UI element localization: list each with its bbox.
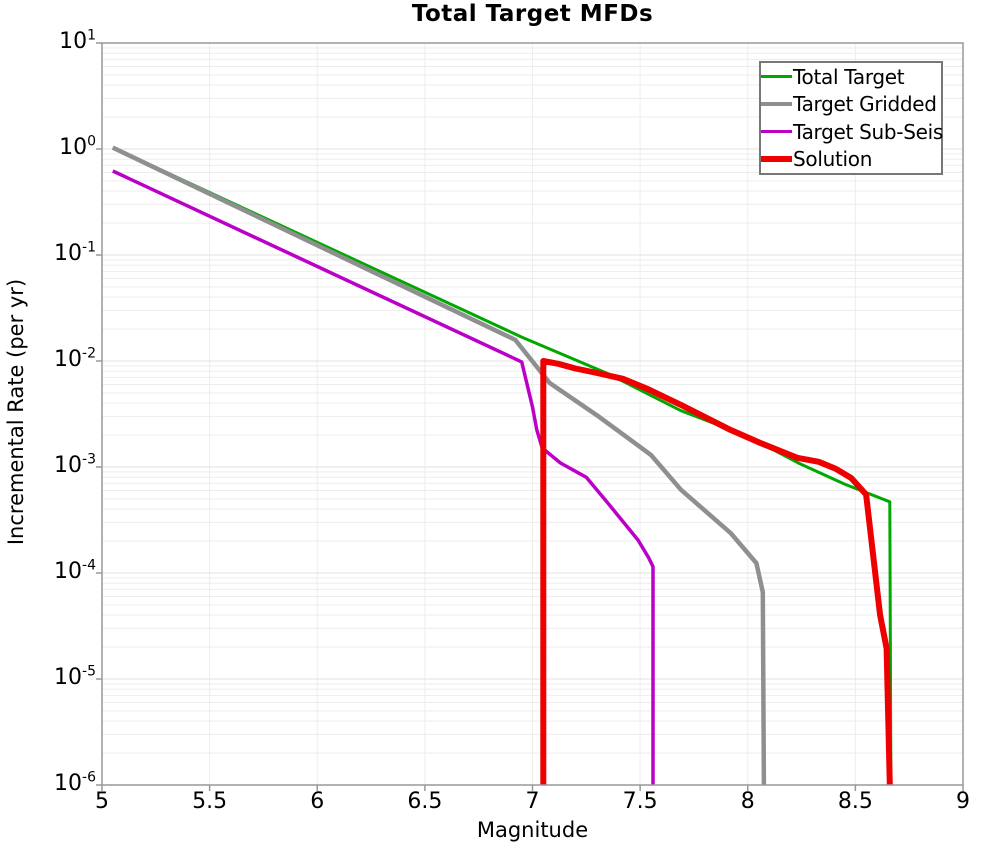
x-tick-label: 8 xyxy=(740,789,755,814)
y-tick-label: 10-4 xyxy=(54,557,96,584)
legend-line-swatch xyxy=(761,130,792,134)
y-tick-label: 101 xyxy=(59,27,96,54)
x-tick-label: 9 xyxy=(956,789,970,814)
legend-item: Target Sub-Seis xyxy=(761,118,943,145)
series-solution xyxy=(540,358,893,785)
x-tick-label: 7 xyxy=(525,789,540,814)
series-target-gridded xyxy=(111,145,767,785)
x-tick-label: 7.5 xyxy=(622,789,658,814)
y-tick-label: 10-5 xyxy=(54,663,96,690)
legend-item: Solution xyxy=(761,146,941,173)
x-tick-label: 6.5 xyxy=(407,789,443,814)
x-axis-label: Magnitude xyxy=(476,818,589,842)
legend-item-label: Target Sub-Seis xyxy=(793,119,943,144)
legend-item-label: Solution xyxy=(793,147,873,172)
y-tick-label: 10-6 xyxy=(54,769,96,796)
x-tick-label: 5 xyxy=(95,789,109,814)
legend-item-label: Total Target xyxy=(793,64,905,89)
legend-item-label: Target Gridded xyxy=(793,92,937,117)
legend-item: Total Target xyxy=(761,63,941,90)
y-tick-label: 10-1 xyxy=(54,239,96,266)
x-tick-label: 6 xyxy=(310,789,325,814)
y-tick-label: 100 xyxy=(59,133,96,160)
legend-line-swatch xyxy=(761,75,792,79)
legend-box: Total Target Target Gridded Target Sub-Sei… xyxy=(759,61,943,175)
chart-title: Total Target MFDs xyxy=(411,1,654,27)
series-target-sub-seis xyxy=(112,169,655,785)
legend-line-swatch xyxy=(761,102,792,107)
legend-item: Target Gridded xyxy=(761,91,941,118)
legend-line-swatch xyxy=(761,156,792,163)
x-tick-label: 8.5 xyxy=(837,789,873,814)
x-tick-label: 5.5 xyxy=(192,789,228,814)
y-tick-label: 10-3 xyxy=(54,451,96,478)
y-tick-label: 10-2 xyxy=(54,345,96,372)
